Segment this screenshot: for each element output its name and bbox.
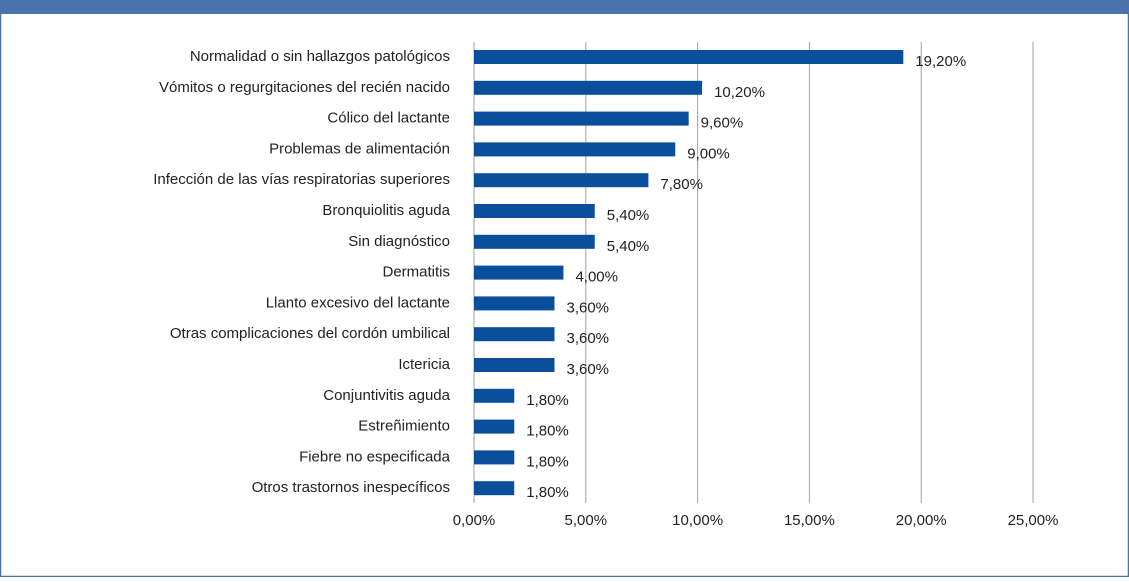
y-tick-label: Otras complicaciones del cordón umbilica… bbox=[170, 325, 450, 342]
bar bbox=[474, 296, 555, 311]
y-tick-label: Estreñimiento bbox=[358, 418, 450, 435]
bar bbox=[474, 450, 515, 465]
bar bbox=[474, 388, 515, 403]
bar bbox=[474, 142, 676, 157]
bar bbox=[474, 234, 595, 249]
y-tick-label: Llanto excesivo del lactante bbox=[266, 294, 450, 311]
bar bbox=[474, 481, 515, 496]
bar bbox=[474, 173, 649, 188]
value-label: 3,60% bbox=[566, 330, 609, 347]
value-label: 7,80% bbox=[660, 176, 703, 193]
value-label: 9,60% bbox=[701, 115, 744, 132]
y-tick-label: Sin diagnóstico bbox=[348, 233, 450, 250]
y-tick-label: Cólico del lactante bbox=[327, 110, 450, 127]
x-tick-label: 15,00% bbox=[784, 512, 835, 529]
y-tick-label: Bronquiolitis aguda bbox=[322, 202, 450, 219]
y-tick-label: Ictericia bbox=[398, 356, 450, 373]
value-label: 1,80% bbox=[526, 423, 569, 440]
value-label: 9,00% bbox=[687, 145, 730, 162]
y-tick-label: Conjuntivitis aguda bbox=[323, 387, 450, 404]
x-tick-label: 20,00% bbox=[896, 512, 947, 529]
y-tick-label: Vómitos o regurgitaciones del recién nac… bbox=[159, 79, 450, 96]
bar bbox=[474, 265, 564, 280]
value-label: 1,80% bbox=[526, 453, 569, 470]
bar bbox=[474, 50, 904, 64]
x-tick-label: 5,00% bbox=[565, 512, 608, 529]
x-tick-label: 0,00% bbox=[453, 512, 496, 529]
bar bbox=[474, 80, 703, 95]
value-label: 3,60% bbox=[566, 361, 609, 378]
value-label: 3,60% bbox=[566, 299, 609, 316]
header-band bbox=[0, 0, 1129, 14]
value-label: 19,20% bbox=[915, 53, 966, 70]
value-label: 4,00% bbox=[575, 269, 618, 286]
x-tick-label: 10,00% bbox=[672, 512, 723, 529]
bar bbox=[474, 358, 555, 372]
value-label: 1,80% bbox=[526, 392, 569, 409]
y-tick-label: Dermatitis bbox=[382, 264, 450, 281]
bar bbox=[474, 204, 595, 218]
y-tick-label: Infección de las vías respiratorias supe… bbox=[153, 171, 450, 188]
value-label: 1,80% bbox=[526, 484, 569, 501]
value-label: 5,40% bbox=[607, 238, 650, 255]
y-tick-label: Problemas de alimentación bbox=[269, 140, 450, 157]
value-label: 5,40% bbox=[607, 207, 650, 224]
x-tick-label: 25,00% bbox=[1008, 512, 1059, 529]
y-tick-label: Otros trastornos inespecíficos bbox=[252, 479, 450, 496]
bar bbox=[474, 111, 689, 126]
y-tick-label: Fiebre no especificada bbox=[299, 448, 451, 465]
bar bbox=[474, 419, 515, 434]
bar bbox=[474, 327, 555, 342]
value-label: 10,20% bbox=[714, 84, 765, 101]
y-tick-label: Normalidad o sin hallazgos patológicos bbox=[190, 48, 450, 65]
